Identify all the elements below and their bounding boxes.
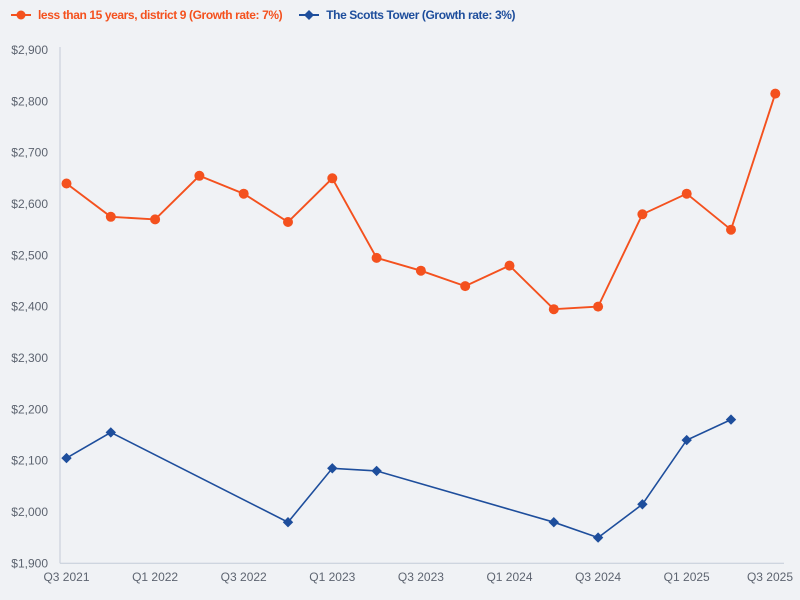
data-point-marker (593, 301, 604, 312)
x-tick-label: Q3 2023 (398, 570, 444, 584)
y-tick-label: $2,600 (11, 197, 48, 211)
data-point-marker (194, 170, 205, 181)
y-tick-label: $2,400 (11, 300, 48, 314)
x-tick-label: Q3 2022 (221, 570, 267, 584)
y-tick-label: $2,900 (11, 43, 48, 57)
data-point-marker (548, 304, 559, 315)
y-tick-label: $1,900 (11, 556, 48, 570)
data-point-marker (371, 252, 382, 263)
data-point-marker (681, 434, 692, 446)
x-tick-label: Q3 2021 (43, 570, 89, 584)
data-point-marker (504, 260, 515, 271)
x-tick-label: Q1 2023 (309, 570, 355, 584)
y-tick-label: $2,700 (11, 146, 48, 160)
data-point-marker (105, 427, 116, 438)
data-point-marker (61, 178, 72, 189)
chart-legend: less than 15 years, district 9 (Growth r… (10, 8, 516, 22)
data-point-marker (725, 414, 737, 425)
series-line-0 (65, 93, 777, 311)
data-point-marker (681, 188, 692, 199)
legend-item-scotts-tower: The Scotts Tower (Growth rate: 3%) (298, 8, 516, 22)
data-point-marker (150, 214, 161, 225)
y-tick-label: $2,100 (11, 454, 48, 468)
legend-label-scotts-tower: The Scotts Tower (Growth rate: 3%) (326, 8, 516, 22)
data-point-marker (283, 217, 293, 227)
data-point-marker (282, 517, 294, 528)
x-tick-label: Q1 2022 (132, 570, 178, 584)
y-tick-label: $2,800 (11, 94, 48, 108)
data-point-marker (637, 499, 648, 510)
data-point-marker (415, 265, 426, 276)
y-tick-label: $2,200 (11, 402, 48, 416)
x-tick-label: Q3 2025 (747, 570, 793, 584)
data-point-marker (61, 452, 72, 464)
data-point-marker (371, 465, 382, 477)
line-circle-marker-icon (11, 10, 31, 20)
data-point-marker (548, 517, 559, 528)
x-tick-label: Q3 2024 (575, 570, 621, 584)
legend-item-district-9: less than 15 years, district 9 (Growth r… (10, 8, 283, 22)
legend-label-district-9: less than 15 years, district 9 (Growth r… (38, 8, 283, 22)
line-diamond-marker-icon (299, 10, 320, 20)
data-point-marker (726, 224, 736, 235)
x-tick-label: Q1 2024 (486, 570, 532, 584)
data-point-marker (327, 173, 338, 184)
data-point-marker (327, 463, 338, 474)
data-point-marker (592, 532, 604, 543)
y-tick-label: $2,000 (11, 505, 48, 519)
x-tick-label: Q1 2025 (664, 570, 710, 584)
data-point-marker (105, 211, 116, 222)
data-point-marker (460, 281, 471, 292)
data-point-marker (238, 188, 249, 199)
series-line-1 (66, 418, 732, 539)
y-tick-label: $2,500 (11, 248, 48, 262)
data-point-marker (770, 88, 781, 99)
data-point-marker (637, 209, 648, 220)
y-tick-label: $2,300 (11, 351, 48, 365)
